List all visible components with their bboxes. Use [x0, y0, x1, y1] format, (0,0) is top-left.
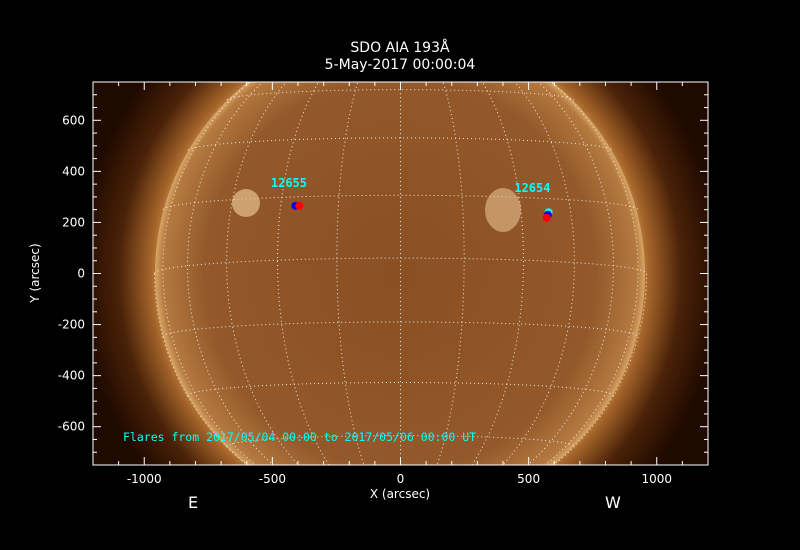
active-region-12654-bright — [485, 188, 521, 232]
grid-longitude-line — [226, 82, 299, 465]
x-tick-label: 1000 — [641, 472, 672, 486]
plot-subtitle: 5-May-2017 00:00:04 — [324, 57, 476, 73]
grid-longitude-line — [162, 82, 257, 465]
grid-longitude-line — [502, 82, 575, 465]
heliographic-grid — [154, 33, 647, 510]
axis-ticks: -1000 -500 0 500 1000 -600 -400 -200 0 200 400 600 — [58, 82, 709, 486]
region-label-12654: 12654 — [514, 181, 551, 196]
x-tick-label: -1000 — [127, 472, 162, 486]
region-label-12655: 12655 — [270, 176, 307, 191]
x-axis-label: X (arcsec) — [369, 487, 431, 501]
flare-marker — [542, 213, 551, 222]
y-tick-label: 400 — [62, 164, 85, 178]
y-tick-label: 0 — [77, 267, 85, 281]
y-tick-label: 600 — [62, 113, 85, 127]
y-tick-label: 200 — [62, 215, 85, 229]
grid-longitude-line — [544, 82, 639, 465]
grid-latitude-line — [337, 506, 464, 510]
grid-latitude-line — [226, 89, 575, 101]
flare-markers — [291, 201, 553, 222]
x-tick-label: 500 — [517, 472, 540, 486]
y-tick-label: -400 — [58, 369, 85, 383]
east-label: E — [188, 493, 199, 512]
flare-time-range-annotation: Flares from 2017/05/04 00:00 to 2017/05/… — [123, 430, 477, 444]
x-tick-label: -500 — [259, 472, 286, 486]
plot-title: SDO AIA 193Å — [350, 40, 450, 56]
active-region-12655-bright — [232, 189, 260, 217]
west-label: W — [605, 493, 621, 512]
grid-longitude-line — [471, 82, 525, 465]
y-axis-label: Y (arcsec) — [28, 243, 42, 303]
y-tick-label: -600 — [58, 420, 85, 434]
flare-marker — [295, 201, 304, 210]
grid-longitude-line — [276, 82, 330, 465]
grid-latitude-line — [339, 33, 463, 36]
grid-latitude-line — [187, 137, 614, 151]
x-tick-label: 0 — [397, 472, 405, 486]
y-tick-label: -200 — [58, 318, 85, 332]
grid-latitude-line — [226, 435, 575, 447]
